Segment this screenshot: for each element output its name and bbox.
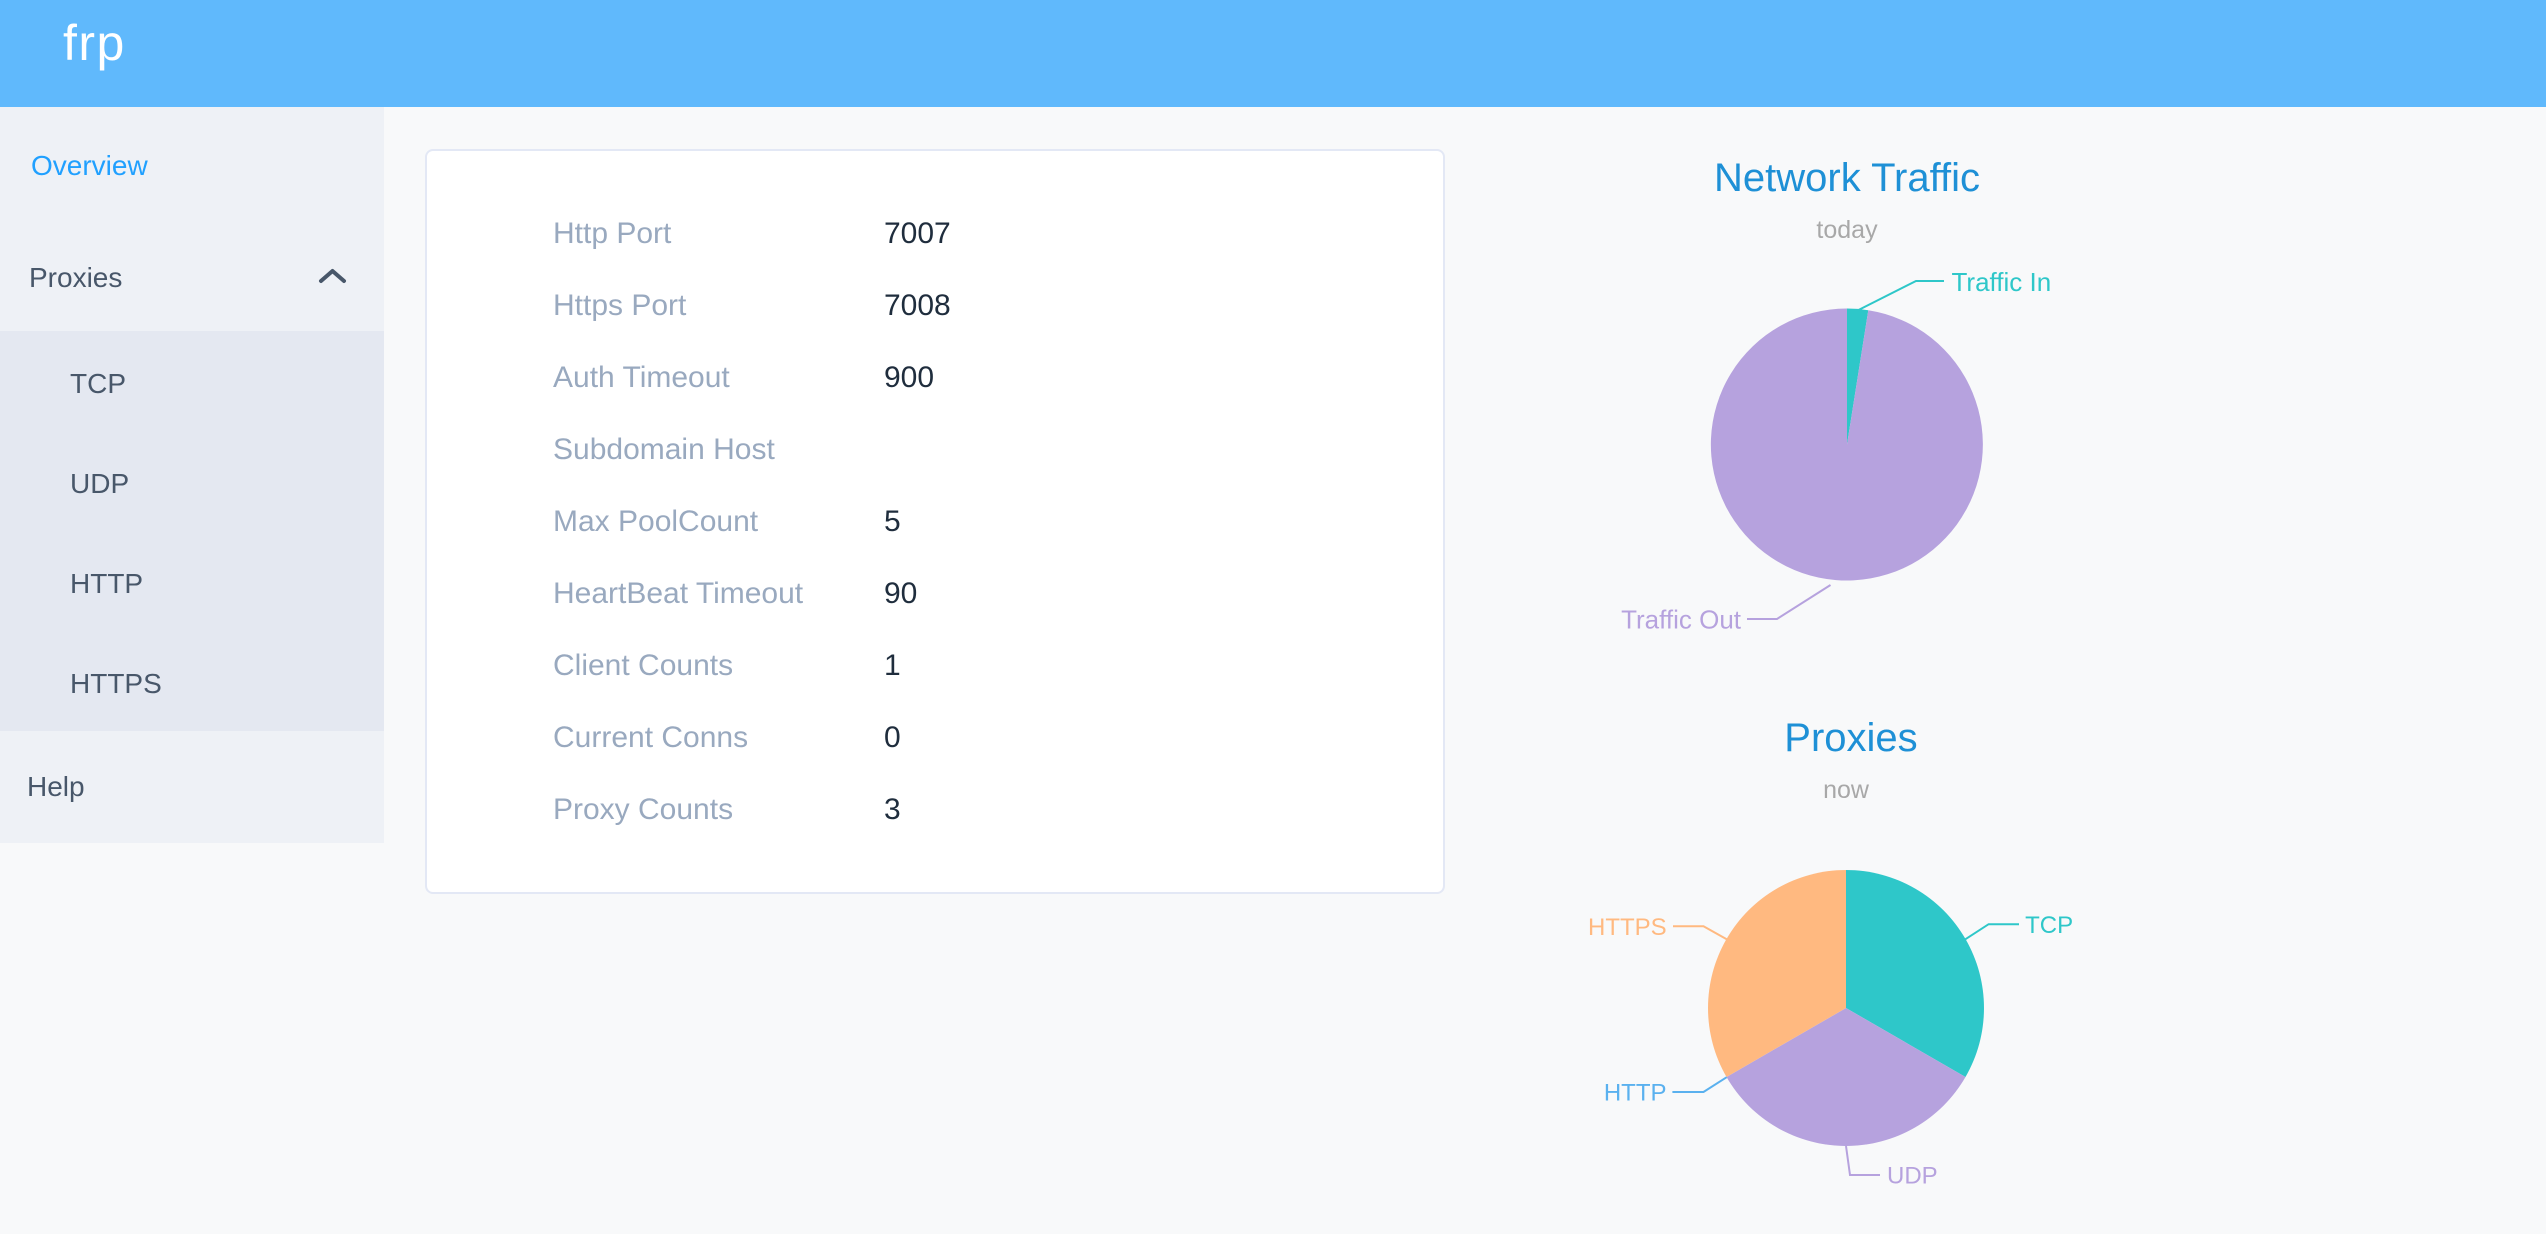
svg-text:Traffic Out: Traffic Out bbox=[1621, 605, 1742, 635]
svg-text:Network Traffic: Network Traffic bbox=[1714, 156, 1980, 200]
svg-text:HTTP: HTTP bbox=[1604, 1080, 1667, 1107]
svg-text:HTTPS: HTTPS bbox=[1588, 914, 1667, 941]
svg-text:Proxies: Proxies bbox=[1784, 716, 1917, 760]
svg-text:UDP: UDP bbox=[1887, 1163, 1938, 1190]
svg-text:TCP: TCP bbox=[2025, 912, 2073, 939]
svg-text:today: today bbox=[1816, 216, 1878, 244]
svg-text:now: now bbox=[1823, 776, 1870, 804]
svg-text:Traffic In: Traffic In bbox=[1952, 267, 2052, 297]
